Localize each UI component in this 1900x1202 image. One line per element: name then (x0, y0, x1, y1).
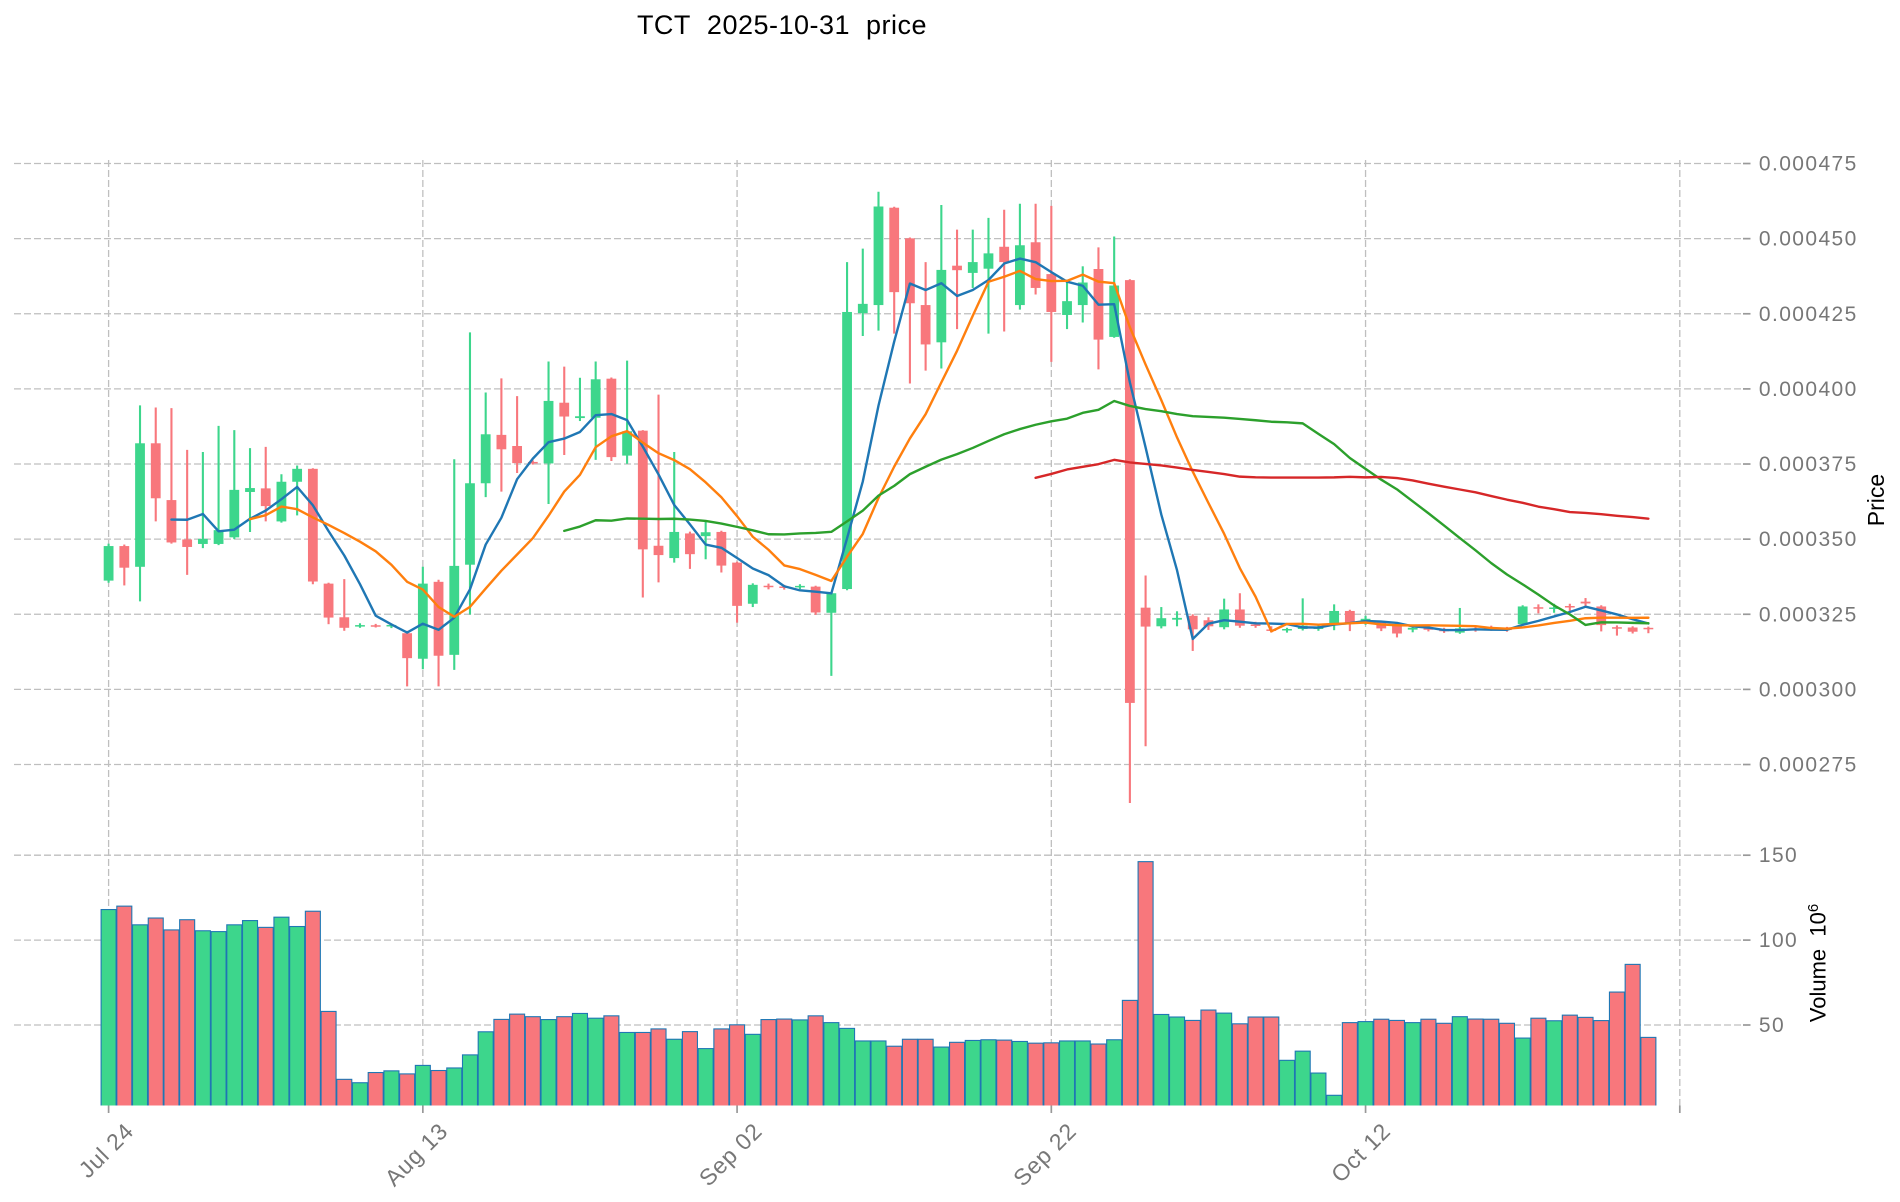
svg-text:100: 100 (1759, 929, 1798, 952)
svg-text:0.000375: 0.000375 (1759, 453, 1858, 476)
svg-text:0.000350: 0.000350 (1759, 528, 1858, 551)
svg-text:0.000325: 0.000325 (1759, 603, 1858, 626)
svg-text:0.000450: 0.000450 (1759, 228, 1858, 251)
svg-text:0.000400: 0.000400 (1759, 378, 1858, 401)
svg-text:50: 50 (1759, 1014, 1785, 1037)
svg-text:0.000475: 0.000475 (1759, 153, 1858, 176)
svg-text:Volume 106: Volume 106 (1805, 904, 1831, 1022)
svg-text:0.000425: 0.000425 (1759, 303, 1858, 326)
svg-text:TCT 2025-10-31 price: TCT 2025-10-31 price (637, 10, 927, 40)
svg-text:Price: Price (1863, 474, 1889, 526)
svg-text:0.000275: 0.000275 (1759, 754, 1858, 777)
svg-text:0.000300: 0.000300 (1759, 678, 1858, 701)
svg-text:150: 150 (1759, 844, 1798, 867)
